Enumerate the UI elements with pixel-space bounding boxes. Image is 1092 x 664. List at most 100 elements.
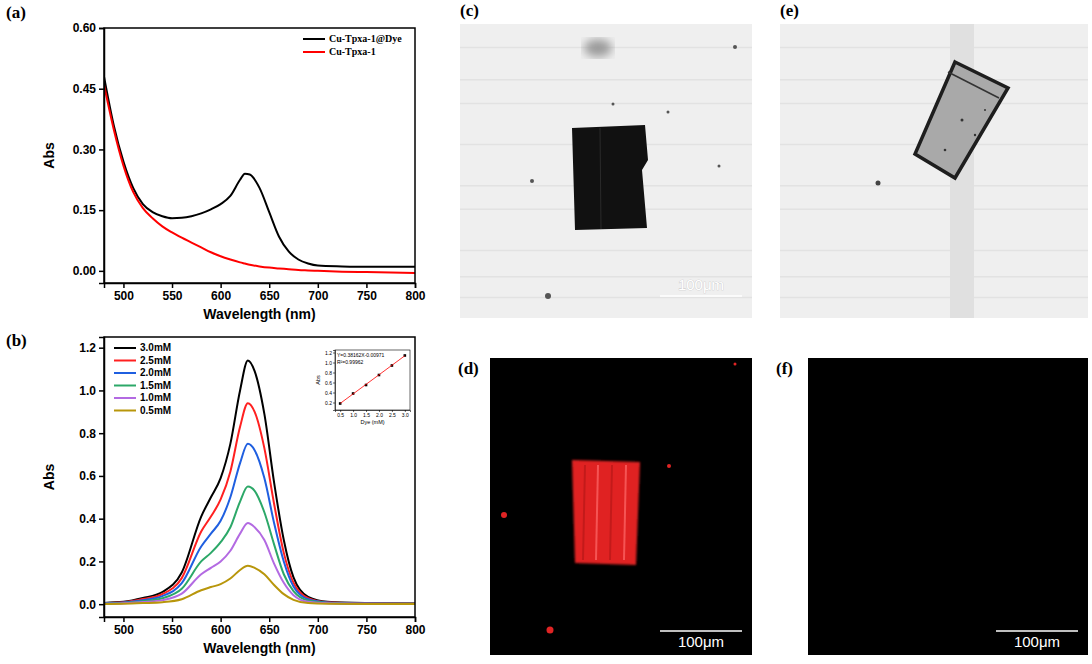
legend-swatch: [303, 38, 325, 40]
image-panel: (e): [780, 1, 1088, 318]
tick: 650: [260, 283, 280, 303]
crystal-stripe: [596, 465, 598, 560]
tick-label: 2.0: [376, 412, 383, 418]
tick-label: 600: [211, 289, 231, 303]
scale-bar: [996, 630, 1078, 632]
tick-mark: [333, 403, 335, 404]
y-axis-title: Abs: [315, 375, 321, 385]
legend: Cu-Tpxa-1@DyeCu-Tpxa-1: [303, 33, 402, 57]
tick-mark: [99, 561, 104, 563]
tick: 550: [163, 617, 183, 637]
scan-line: [460, 79, 752, 81]
scale-bar: [660, 295, 742, 297]
micrograph: [460, 24, 752, 318]
legend-label: Cu-Tpxa-1@Dye: [329, 33, 402, 44]
tick: 800: [405, 617, 425, 637]
x-axis: 0.51.01.52.02.53.0: [336, 410, 411, 418]
micrograph-background: [780, 24, 1088, 318]
tick: 0.2: [325, 400, 335, 406]
tick: 0.15: [73, 203, 104, 217]
axis-line: [99, 338, 105, 618]
tick: 650: [260, 617, 280, 637]
tick: 0.0: [79, 598, 104, 612]
scan-line: [780, 276, 1088, 278]
legend: 3.0mM2.5mM2.0mM1.5mM1.0mM0.5mM: [114, 342, 171, 416]
speck: [734, 363, 737, 366]
tick: 500: [114, 283, 134, 303]
scan-line: [780, 250, 1088, 252]
tick-label: 650: [260, 623, 280, 637]
tick: 1.5: [363, 410, 370, 418]
micrograph: [808, 358, 1088, 655]
tick-mark: [99, 476, 104, 478]
tick-label: 1.5: [363, 412, 370, 418]
annotation: Y=0.38162X-0.00971: [337, 352, 385, 358]
tick: 600: [211, 283, 231, 303]
x-axis: 500550600650700750800: [105, 283, 426, 303]
tick-mark: [172, 283, 174, 288]
tick-mark: [415, 283, 417, 288]
legend-swatch: [114, 347, 136, 349]
tick-mark: [318, 617, 320, 622]
y-axis: 0.00.20.40.60.81.01.2: [79, 338, 104, 618]
scan-line: [780, 47, 1088, 49]
tick: 0.00: [73, 264, 104, 278]
scan-line: [460, 250, 752, 252]
series-line: [104, 444, 415, 604]
x-axis-title: Wavelength (nm): [203, 640, 315, 656]
plot-frame: [335, 350, 410, 410]
tick-label: 0.4: [325, 390, 332, 396]
annotation: R²=0.99962: [337, 359, 363, 365]
panel-label: (e): [780, 1, 799, 20]
legend-label: 1.0mM: [140, 392, 171, 403]
tick: 0.4: [79, 512, 104, 526]
legend-swatch: [114, 397, 136, 399]
scan-line: [460, 297, 752, 299]
speck: [876, 181, 881, 186]
tick-mark: [123, 283, 125, 288]
legend-swatch: [114, 360, 136, 362]
panel-label: (a): [6, 3, 26, 22]
legend-label: 2.0mM: [140, 367, 171, 378]
crystal-edge: [600, 128, 601, 229]
plot-frame: [104, 337, 415, 617]
tick-mark: [366, 283, 368, 288]
scan-line: [780, 208, 1088, 210]
tick: 500: [114, 617, 134, 637]
legend-swatch: [114, 372, 136, 374]
legend-swatch: [114, 410, 136, 412]
tick-label: 2.5: [389, 412, 396, 418]
scan-line: [780, 103, 1088, 105]
crystal: [572, 125, 648, 230]
series-line: [104, 77, 415, 267]
tick-label: 0.00: [73, 264, 97, 278]
tick-mark: [99, 149, 104, 151]
scale-bar-label: 100μm: [1014, 633, 1060, 650]
legend-swatch: [303, 51, 325, 53]
y-axis-title: Abs: [41, 142, 57, 169]
tick-mark: [123, 617, 125, 622]
blur-spot: [584, 39, 612, 57]
x-axis-title: Dye (mM): [360, 419, 384, 425]
legend-swatch: [114, 385, 136, 387]
tick-mark: [333, 393, 335, 394]
micrograph-background: [808, 358, 1088, 655]
speck: [974, 134, 976, 136]
tick-label: 3.0: [402, 412, 409, 418]
speck: [612, 103, 615, 106]
tick-label: 750: [357, 289, 377, 303]
image-panel: 100μm(f): [776, 358, 1088, 655]
speck: [944, 149, 947, 152]
tick-label: 750: [357, 623, 377, 637]
legend-label: 0.5mM: [140, 405, 171, 416]
scale-bar-label: 100μm: [678, 633, 724, 650]
scan-line: [780, 297, 1088, 299]
series-line: [104, 523, 415, 604]
figure: 5005506006507007508000.000.150.300.450.6…: [0, 0, 1092, 664]
plot-frame: [104, 28, 415, 283]
crystal-stripe: [610, 465, 612, 560]
micrograph-background: [460, 24, 752, 318]
y-axis: 0.20.40.60.81.01.2: [325, 350, 335, 411]
tick-label: 0.2: [325, 400, 332, 406]
tick: 0.2: [79, 555, 104, 569]
